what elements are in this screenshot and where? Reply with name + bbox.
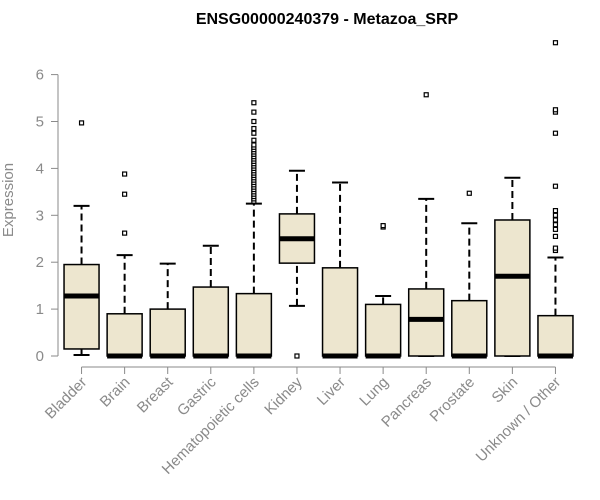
x-tick-label: Lung (356, 374, 392, 410)
outlier-point (251, 137, 257, 143)
box-rect (235, 292, 273, 357)
box-pancreas (407, 92, 445, 357)
outlier-point (122, 191, 128, 197)
y-tick-label: 6 (36, 67, 44, 84)
box-hematopoietic-cells (235, 100, 273, 359)
outlier-point (552, 217, 559, 223)
box-prostate (451, 190, 488, 359)
box-bladder (63, 120, 100, 357)
box-skin (494, 176, 531, 357)
outlier-point (552, 233, 559, 240)
outlier-point (251, 125, 257, 132)
outlier-point (552, 130, 559, 136)
box-brain (106, 171, 143, 359)
outlier-point (552, 222, 559, 228)
x-tick-label: Kidney (261, 373, 306, 418)
outlier-point (552, 245, 559, 251)
outlier-point (552, 40, 559, 46)
y-tick-label: 2 (36, 254, 44, 271)
y-tick-label: 5 (36, 114, 44, 131)
box-rect (63, 263, 100, 350)
box-rect (106, 313, 143, 357)
box-lung (364, 223, 402, 359)
outlier-point (78, 120, 85, 126)
chart-title: ENSG00000240379 - Metazoa_SRP (196, 11, 459, 28)
outlier-point (122, 230, 128, 236)
y-tick-label: 1 (36, 301, 44, 318)
box-rect (451, 299, 488, 357)
outlier-point (552, 183, 559, 189)
outlier-point (552, 212, 559, 218)
outlier-point (423, 92, 429, 98)
x-tick-label: Bladder (42, 374, 91, 423)
box-kidney (278, 169, 316, 359)
box-rect (537, 314, 574, 357)
y-tick-label: 0 (36, 348, 44, 365)
y-axis: 0 1 2 3 4 5 6 (36, 67, 59, 365)
outlier-point (251, 142, 257, 148)
outlier-point (380, 223, 386, 229)
x-tick-label: Brain (97, 374, 134, 411)
outlier-point (466, 190, 472, 196)
y-tick-label: 3 (36, 207, 44, 224)
outlier-point (122, 171, 128, 177)
outlier-point (294, 353, 300, 359)
box-rect (494, 219, 531, 357)
outlier-point (552, 107, 559, 113)
outlier-point (251, 118, 257, 125)
x-tick-label: Liver (314, 374, 349, 409)
box-breast (149, 262, 186, 359)
outlier-point (251, 100, 257, 106)
box-unknown-other (537, 40, 574, 359)
outlier-point (251, 130, 257, 136)
outlier-point (552, 208, 559, 214)
outlier-point (251, 109, 257, 115)
outlier-point (552, 226, 559, 232)
y-axis-label: Expression (0, 163, 17, 237)
box-rect (407, 288, 445, 357)
box-rect (321, 267, 359, 357)
y-tick-label: 4 (36, 160, 44, 177)
box-rect (149, 308, 186, 357)
box-rect (192, 286, 230, 357)
box-liver (321, 181, 359, 359)
x-tick-label: Skin (489, 374, 522, 407)
x-tick-label: Breast (134, 373, 177, 416)
boxes-group (63, 40, 574, 359)
box-gastric (192, 244, 230, 359)
box-rect (364, 303, 402, 357)
x-tick-label: Prostate (427, 374, 479, 426)
